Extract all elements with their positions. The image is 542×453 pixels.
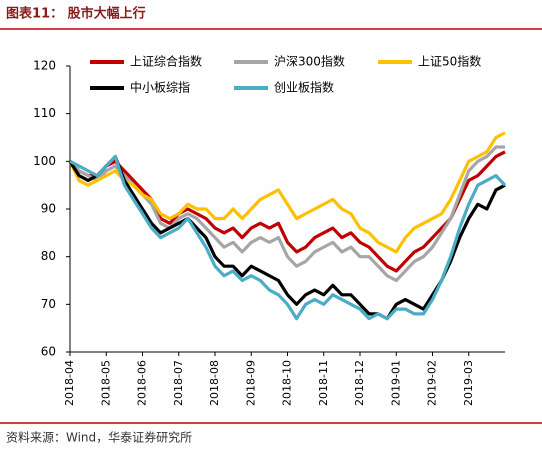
x-tick-label: 2019-01 [389,360,402,406]
legend-label: 上证综合指数 [130,54,202,69]
series-line [69,154,507,321]
x-tick-label: 2018-07 [172,360,185,406]
x-tick-label: 2018-09 [244,360,257,406]
x-tick-label: 2018-08 [208,360,221,406]
series-line [68,150,506,273]
x-tick-label: 2019-03 [462,360,475,406]
y-tick-label: 110 [33,106,56,120]
x-tick-label: 2018-04 [63,360,76,406]
x-tick-label: 2019-02 [426,360,439,406]
x-tick-label: 2018-12 [353,360,366,406]
x-tick-label: 2018-11 [317,360,330,406]
y-tick-label: 80 [41,249,56,263]
y-tick-label: 100 [33,154,56,168]
legend-label: 上证50指数 [418,54,481,69]
y-tick-label: 120 [33,59,56,73]
legend-label: 中小板综指 [130,80,190,95]
y-tick-label: 90 [41,202,56,216]
chart-title: 图表11： 股市大幅上行 [6,6,146,22]
x-tick-label: 2018-10 [281,360,294,406]
x-tick-label: 2018-05 [99,360,112,406]
y-tick-label: 60 [41,345,56,359]
x-tick-label: 2018-06 [136,360,149,406]
legend-label: 创业板指数 [274,80,334,95]
source: 资料来源：Wind，华泰证券研究所 [6,430,192,445]
y-tick-label: 70 [41,297,56,311]
series-line [68,131,506,254]
legend-label: 沪深300指数 [274,54,345,69]
series-line [68,154,506,321]
